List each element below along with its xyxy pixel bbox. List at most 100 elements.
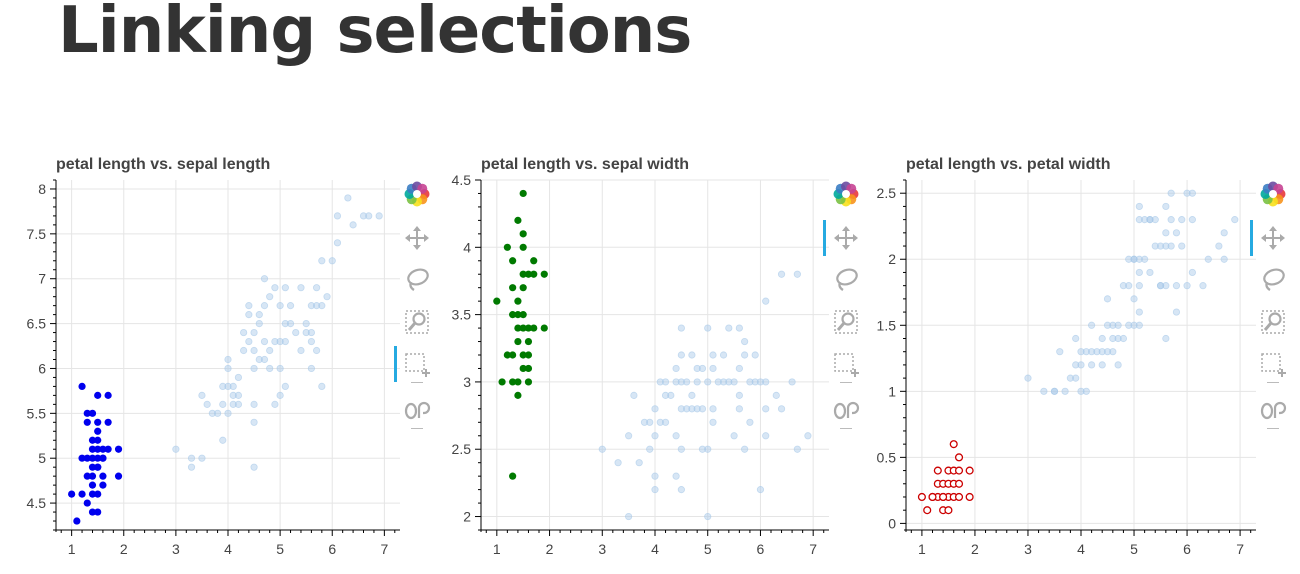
data-point (709, 405, 717, 413)
data-point (219, 400, 227, 408)
data-point (651, 432, 659, 440)
bokeh-logo-icon[interactable] (403, 180, 431, 208)
data-point (646, 445, 654, 453)
y-tick-label: 4.5 (452, 172, 472, 188)
data-point (777, 270, 786, 278)
data-point (99, 481, 107, 489)
x-tick-label: 6 (1183, 541, 1191, 557)
box-select-icon[interactable] (832, 350, 860, 378)
data-point (530, 324, 538, 332)
data-point (318, 382, 326, 391)
plot-toolbar (1250, 180, 1290, 440)
data-point (281, 382, 289, 391)
data-point (323, 293, 331, 301)
pan-icon[interactable] (832, 224, 860, 252)
data-point (1125, 255, 1133, 263)
data-point (104, 445, 112, 453)
data-point (1072, 374, 1080, 382)
data-point (276, 337, 284, 346)
data-point (746, 418, 754, 426)
data-point (1077, 387, 1085, 395)
data-point (88, 490, 97, 498)
data-point (1162, 282, 1170, 290)
data-point (1061, 387, 1069, 395)
data-point (224, 355, 232, 364)
data-point (777, 405, 786, 413)
help-icon[interactable] (403, 396, 431, 424)
data-point (519, 189, 527, 198)
data-point (234, 400, 243, 408)
data-point (514, 216, 522, 224)
data-point (219, 382, 227, 391)
data-point (1215, 242, 1223, 250)
data-point (286, 319, 295, 328)
data-point (313, 302, 321, 310)
data-point (719, 351, 728, 359)
data-point (255, 311, 263, 319)
data-point (949, 440, 958, 449)
data-point (672, 472, 680, 480)
data-point (94, 445, 102, 453)
data-point (693, 405, 701, 413)
data-point (509, 257, 517, 265)
pan-icon[interactable] (403, 224, 431, 252)
box-zoom-icon[interactable] (1259, 308, 1287, 336)
help-icon[interactable] (1259, 396, 1287, 424)
data-point (219, 436, 227, 444)
data-point (661, 378, 670, 386)
data-point (307, 328, 315, 337)
x-tick-label: 7 (809, 541, 817, 557)
scatter-plot-sepal-length[interactable]: 1 2 3 4 5 6 7 4.5 5 5.5 6 6.5 7 7.5 8 (0, 150, 420, 574)
data-point (519, 311, 527, 319)
data-point (88, 445, 97, 453)
lasso-select-icon[interactable] (403, 266, 431, 294)
data-point (99, 445, 107, 453)
data-point (735, 364, 743, 373)
data-point (524, 351, 533, 359)
lasso-select-icon[interactable] (1259, 266, 1287, 294)
y-tick-label: 1.5 (877, 317, 897, 333)
data-point (240, 328, 248, 337)
data-point (1167, 189, 1175, 197)
data-point (524, 337, 533, 346)
data-point (519, 324, 527, 332)
data-point (1098, 334, 1106, 343)
data-point (224, 364, 232, 373)
box-zoom-icon[interactable] (832, 308, 860, 336)
bokeh-logo-icon[interactable] (832, 180, 860, 208)
help-icon[interactable] (832, 396, 860, 424)
data-point (704, 445, 712, 453)
data-point (313, 284, 321, 292)
pan-icon[interactable] (1259, 224, 1287, 252)
data-point (1103, 295, 1112, 303)
data-point (344, 194, 352, 202)
x-tick-label: 4 (1077, 541, 1085, 557)
scatter-plot-sepal-width[interactable]: 1 2 3 4 5 6 7 2 2.5 3 3.5 4 4.5 (427, 150, 847, 574)
plot-title: petal length vs. sepal width (481, 156, 690, 173)
data-point (804, 432, 812, 440)
box-select-icon[interactable] (403, 350, 431, 378)
data-point (493, 297, 501, 305)
data-point (1125, 321, 1133, 329)
data-point (503, 243, 511, 251)
data-point (933, 466, 942, 475)
data-point (965, 466, 974, 475)
data-point (625, 432, 633, 440)
data-point (333, 212, 342, 220)
toolbar-separator (1267, 428, 1279, 429)
scatter-plot-petal-width[interactable]: 1 2 3 4 5 6 7 0 0.5 1 1.5 2 2.5 (854, 150, 1274, 574)
bokeh-logo-icon[interactable] (1259, 180, 1287, 208)
data-point (297, 346, 305, 355)
box-select-icon[interactable] (1259, 350, 1287, 378)
data-point (245, 337, 253, 346)
data-point (224, 409, 232, 417)
data-point (1088, 348, 1096, 356)
box-zoom-icon[interactable] (403, 308, 431, 336)
lasso-select-icon[interactable] (832, 266, 860, 294)
data-point (1082, 387, 1090, 395)
data-point (281, 337, 289, 346)
data-point (250, 328, 258, 337)
data-point (1077, 348, 1085, 356)
data-point (672, 364, 680, 373)
data-point (276, 302, 284, 310)
